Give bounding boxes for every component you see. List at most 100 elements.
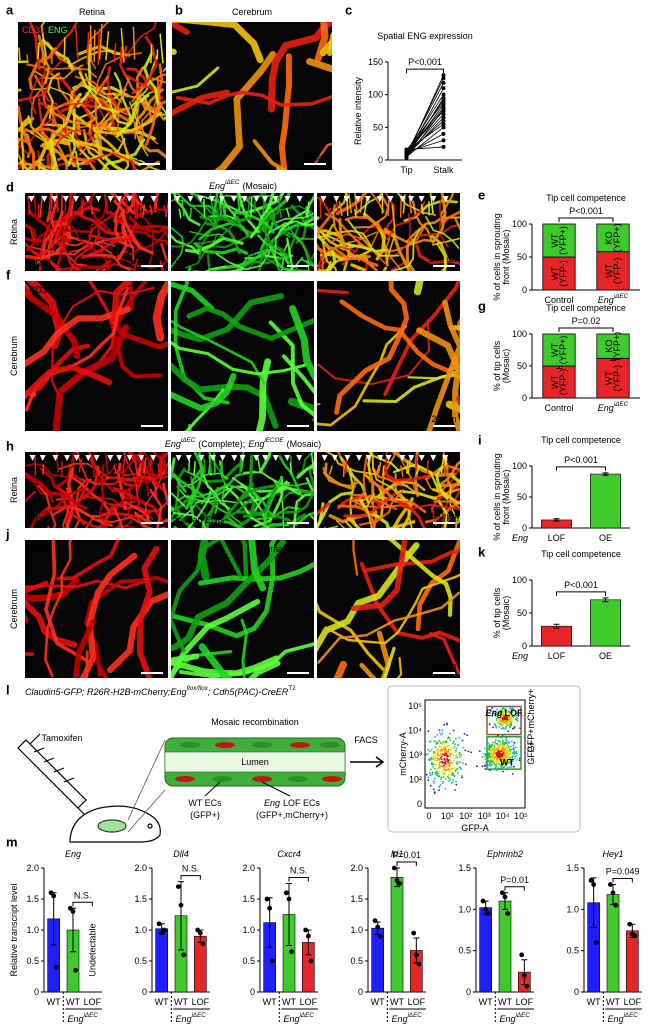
arrowhead (64, 455, 71, 461)
flow-x-tick: 10⁵ (514, 811, 528, 821)
segment-label: WT (604, 371, 614, 385)
pair-line (406, 133, 444, 155)
sprout (200, 462, 203, 477)
sprout (68, 463, 71, 475)
event (498, 751, 501, 753)
gate-bottom (486, 735, 522, 770)
event (438, 761, 441, 764)
point (441, 125, 446, 130)
nucleus (175, 776, 195, 782)
point (441, 131, 446, 136)
event (438, 739, 441, 742)
event (512, 752, 515, 755)
event (493, 762, 496, 765)
scale-label: 75 µm (431, 661, 456, 671)
arrowhead (376, 196, 383, 202)
segment-label: WT (604, 263, 614, 277)
event (503, 715, 505, 718)
arrowhead (377, 455, 384, 461)
event (448, 773, 450, 776)
event (514, 755, 517, 758)
vessel (88, 193, 100, 240)
segment-label: (YFP-) (612, 365, 622, 392)
point (70, 909, 76, 914)
event (449, 753, 452, 756)
point (441, 109, 446, 113)
vessel (18, 137, 29, 143)
vessel (171, 372, 237, 412)
event (506, 766, 509, 769)
event (429, 768, 432, 771)
event (502, 751, 505, 754)
arrowhead (399, 455, 406, 461)
event (516, 759, 518, 761)
point (283, 890, 289, 896)
event (439, 754, 442, 757)
event (450, 782, 453, 784)
sprout (125, 196, 128, 214)
event (490, 751, 493, 753)
stain-label-part: ENG (48, 25, 68, 35)
y-tick-label: 0 (522, 393, 527, 403)
event (434, 760, 437, 762)
event (496, 718, 499, 721)
event (513, 726, 516, 729)
y-tick-label: 0.5 (134, 956, 147, 966)
vessel (67, 108, 77, 167)
event (502, 770, 504, 773)
event (441, 753, 444, 756)
bar-segment (596, 357, 630, 399)
genotype-part: Eng (171, 687, 187, 697)
vessel (268, 320, 314, 418)
sprout (18, 47, 21, 61)
schematic (17, 733, 166, 843)
vessel (113, 193, 129, 223)
event (503, 716, 506, 719)
flow-y-tick: 10³ (409, 750, 422, 760)
sig-bracket (558, 327, 614, 332)
point (441, 144, 446, 149)
vessel (242, 486, 278, 518)
genotype-part: ; Cdh5(PAC)-CreER (208, 687, 289, 697)
x-tick-label: LOF (408, 997, 426, 1007)
vessel (370, 193, 385, 213)
vessel (172, 66, 220, 95)
vessel (25, 475, 55, 503)
event (490, 754, 492, 757)
sprout (328, 465, 333, 475)
mouse-eye (147, 823, 153, 829)
event (441, 729, 444, 732)
event (507, 716, 510, 718)
event (503, 727, 505, 730)
event (434, 746, 437, 748)
vessel (142, 452, 165, 492)
event (484, 755, 486, 758)
event (437, 751, 440, 754)
sig-label: P<0.001 (564, 455, 598, 465)
point (413, 952, 419, 958)
arrowhead (430, 455, 437, 461)
sprout (60, 461, 63, 476)
vessel (74, 75, 120, 117)
chart-title: Eng (65, 849, 81, 859)
vessel (115, 488, 132, 528)
sprout (90, 205, 94, 215)
vessel (78, 138, 126, 166)
vessel (130, 55, 158, 107)
x-tick-label: WT (47, 997, 61, 1007)
point (289, 949, 295, 955)
vessel (88, 253, 131, 271)
event (499, 752, 502, 755)
y-tick-label: 50 (517, 252, 527, 262)
vessel (111, 281, 133, 326)
sig-bracket (504, 886, 525, 891)
row-title-part: iΔEC (225, 179, 240, 186)
event (501, 716, 504, 719)
vessel (127, 452, 161, 478)
vessel (317, 216, 331, 239)
micrograph: 20 µm (172, 22, 332, 170)
vessel (249, 193, 275, 239)
vessel (50, 139, 57, 170)
